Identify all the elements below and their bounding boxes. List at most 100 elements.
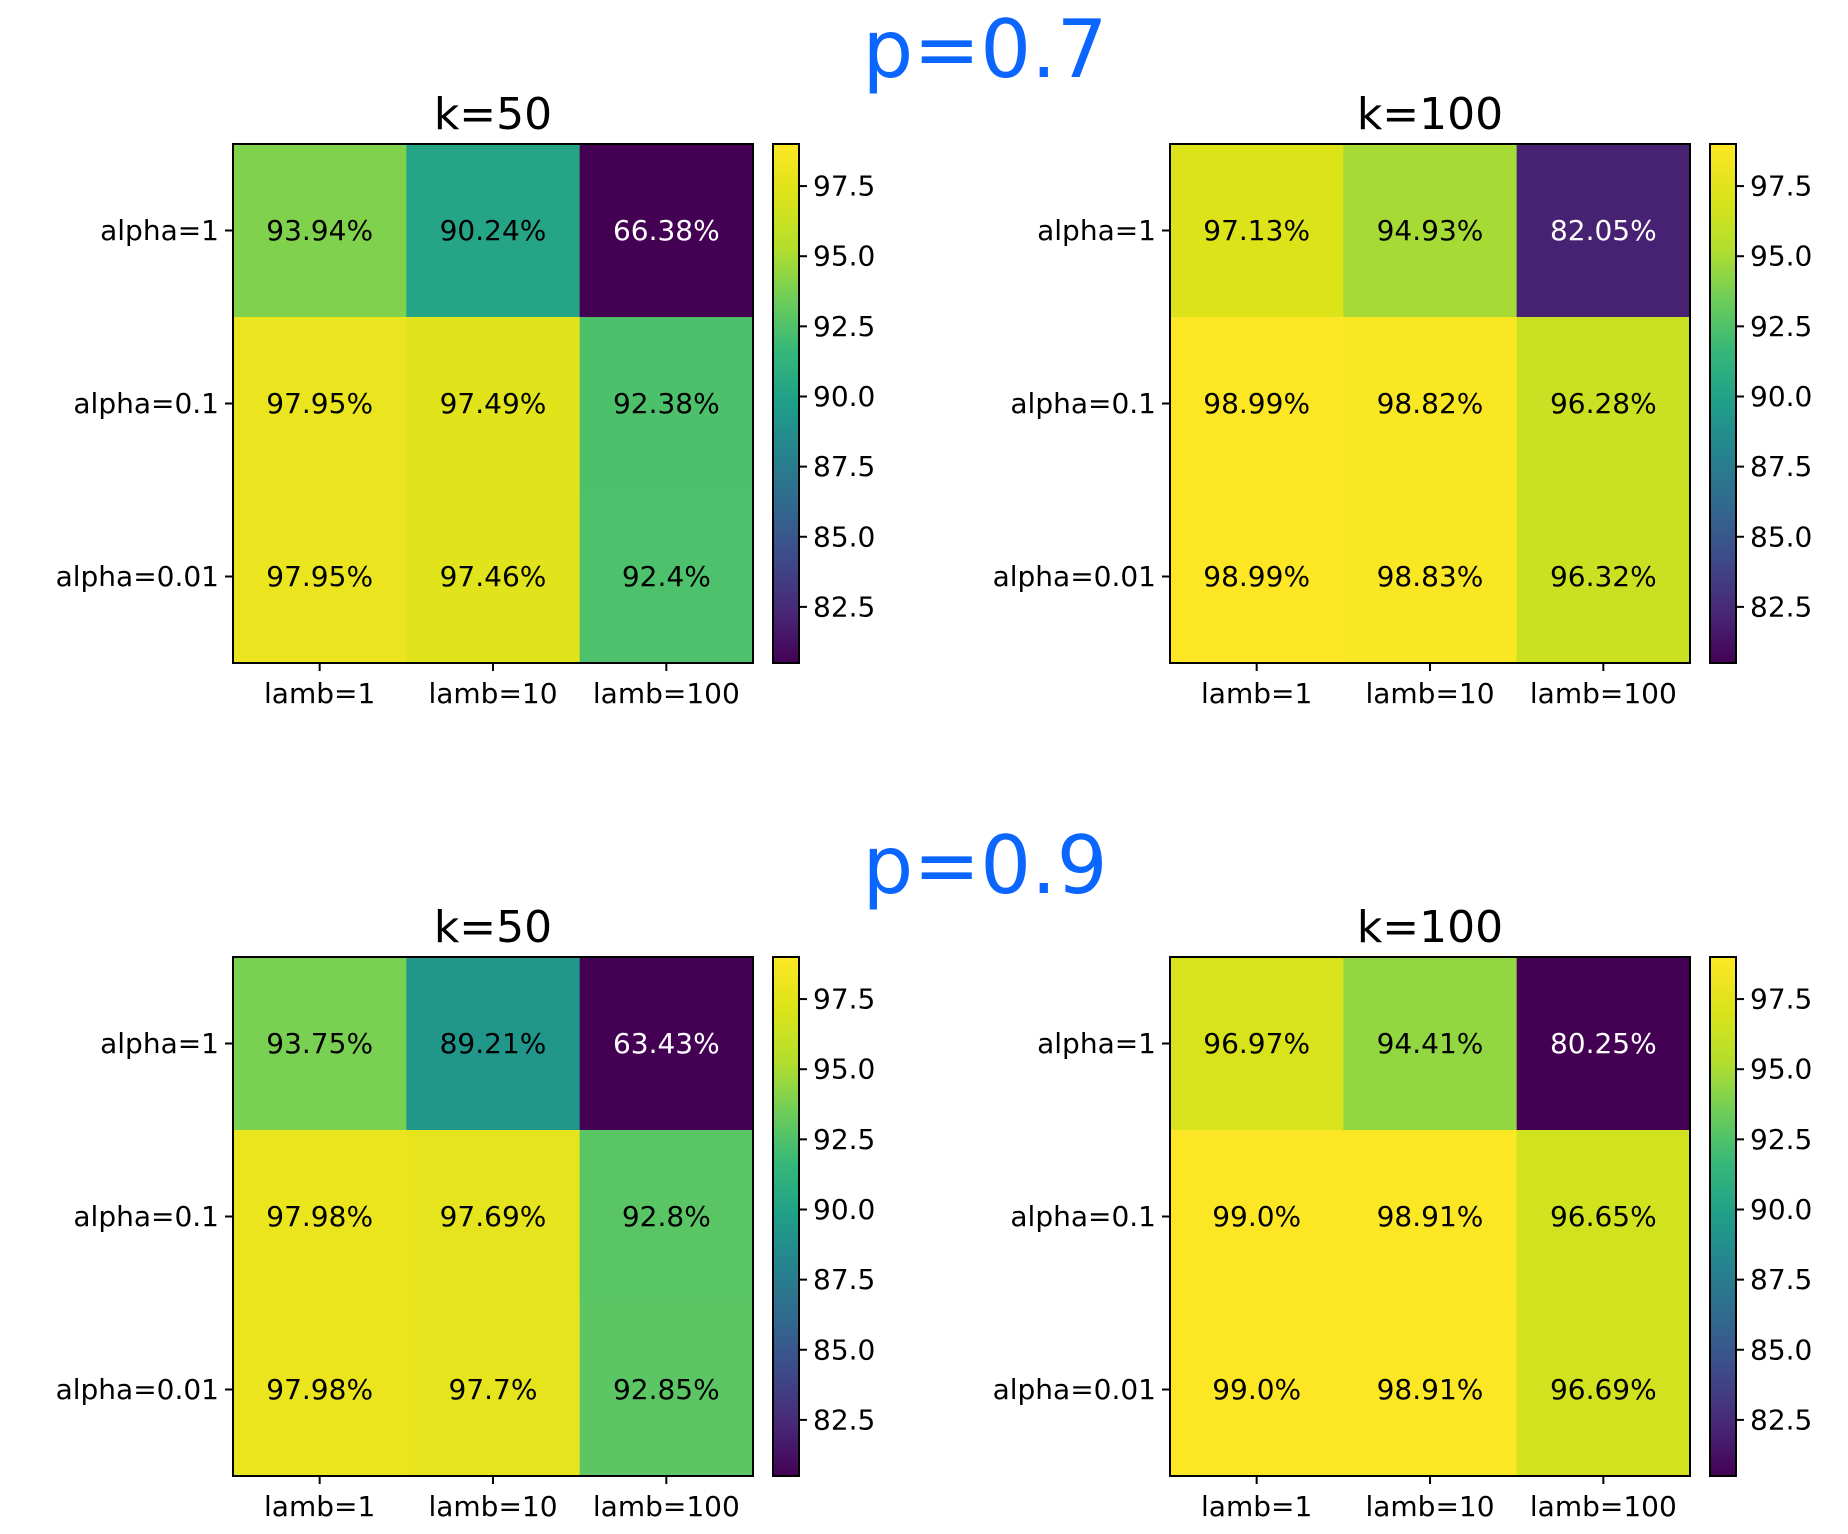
colorbar-tick-label: 90.0	[813, 380, 875, 413]
colorbar-frame	[772, 143, 800, 664]
colorbar-tick-label: 95.0	[1750, 1053, 1812, 1086]
heatmap-cell	[1516, 144, 1691, 318]
colorbar-tick-label: 82.5	[813, 1403, 875, 1436]
y-tick-label: alpha=0.01	[993, 560, 1156, 593]
heatmap-cell	[1170, 144, 1344, 318]
x-tick-label: lamb=10	[428, 1490, 557, 1523]
colorbar-tick-label: 82.5	[1750, 590, 1812, 623]
y-tick-label: alpha=0.1	[1010, 387, 1156, 420]
colorbar-tick-label: 85.0	[1750, 520, 1812, 553]
heatmap-cell	[579, 957, 754, 1131]
cell-value-label: 98.99%	[1203, 387, 1310, 420]
heatmap-cell	[579, 144, 754, 318]
y-tick-label: alpha=0.1	[73, 387, 219, 420]
heatmap-cell	[233, 1303, 407, 1477]
colorbar-tick-label: 87.5	[1750, 450, 1812, 483]
heatmap-cell	[1516, 1303, 1691, 1477]
cell-value-label: 99.0%	[1212, 1373, 1301, 1406]
cell-value-label: 96.28%	[1550, 387, 1657, 420]
colorbar-frame	[1709, 143, 1737, 664]
colorbar-tick-label: 85.0	[813, 520, 875, 553]
heatmap-cell	[233, 317, 407, 491]
cell-value-label: 97.98%	[266, 1200, 373, 1233]
cell-value-label: 89.21%	[440, 1027, 547, 1060]
colorbar-tick-label: 97.5	[813, 170, 875, 203]
heatmap-cell	[579, 490, 754, 664]
heatmap-cell	[1516, 317, 1691, 491]
heatmap-cell	[1343, 1130, 1518, 1304]
colorbar-tick-label: 87.5	[813, 450, 875, 483]
cell-value-label: 82.05%	[1550, 214, 1657, 247]
x-tick-label: lamb=10	[428, 677, 557, 710]
colorbar-tick-label: 97.5	[1750, 983, 1812, 1016]
colorbar-tick-label: 92.5	[1750, 1123, 1812, 1156]
heatmap-cell	[233, 144, 407, 318]
heatmap-cell	[233, 957, 407, 1131]
colorbar-frame	[772, 956, 800, 1477]
cell-value-label: 97.98%	[266, 1373, 373, 1406]
heatmap-cell	[1170, 490, 1344, 664]
y-tick-label: alpha=1	[100, 1027, 219, 1060]
cell-value-label: 99.0%	[1212, 1200, 1301, 1233]
cell-value-label: 97.13%	[1203, 214, 1310, 247]
cell-value-label: 92.4%	[622, 560, 711, 593]
panel-title: k=100	[1357, 89, 1503, 140]
heatmap-cell	[406, 144, 581, 318]
cell-value-label: 98.91%	[1377, 1373, 1484, 1406]
colorbar-tick-label: 82.5	[813, 590, 875, 623]
panel-title: k=50	[434, 89, 552, 140]
heatmap-cell	[1170, 957, 1344, 1131]
colorbar-tick-label: 85.0	[1750, 1333, 1812, 1366]
y-tick-label: alpha=1	[100, 214, 219, 247]
colorbar-tick-label: 97.5	[813, 983, 875, 1016]
cell-value-label: 92.8%	[622, 1200, 711, 1233]
heatmap-cell	[579, 1303, 754, 1477]
colorbar-tick-label: 95.0	[813, 1053, 875, 1086]
heatmap-cell	[1516, 490, 1691, 664]
heatmap-cell	[233, 490, 407, 664]
colorbar-tick-label: 85.0	[813, 1333, 875, 1366]
heatmap-cell	[1170, 317, 1344, 491]
cell-value-label: 92.85%	[613, 1373, 720, 1406]
colorbar	[1710, 144, 1736, 663]
colorbar-tick-label: 82.5	[1750, 1403, 1812, 1436]
cell-value-label: 94.41%	[1377, 1027, 1484, 1060]
x-tick-label: lamb=1	[264, 1490, 375, 1523]
colorbar-tick-label: 92.5	[813, 310, 875, 343]
x-tick-label: lamb=100	[593, 1490, 740, 1523]
heatmap-cell	[1343, 490, 1518, 664]
colorbar-tick-label: 87.5	[1750, 1263, 1812, 1296]
heatmap-cell	[1170, 1303, 1344, 1477]
heatmap-cell	[1343, 317, 1518, 491]
colorbar	[773, 144, 799, 663]
heatmap-panel: k=50 93.94% 90.24% 66.38% 97.95% 97.49% 92.38%…	[56, 89, 876, 710]
x-tick-label: lamb=1	[264, 677, 375, 710]
heatmap-cell	[1516, 1130, 1691, 1304]
x-tick-label: lamb=1	[1201, 677, 1312, 710]
heatmap-panel: k=50 93.75% 89.21% 63.43% 97.98% 97.69% 92.8% 9…	[56, 902, 876, 1523]
colorbar-tick-label: 95.0	[813, 240, 875, 273]
y-tick-label: alpha=0.01	[56, 1373, 219, 1406]
heatmap-cell	[1343, 144, 1518, 318]
cell-value-label: 96.69%	[1550, 1373, 1657, 1406]
cell-value-label: 98.99%	[1203, 560, 1310, 593]
y-tick-label: alpha=1	[1037, 214, 1156, 247]
cell-value-label: 93.94%	[266, 214, 373, 247]
heatmap-panels: k=50 93.94% 90.24% 66.38% 97.95% 97.49% 92.38%…	[56, 89, 1813, 1523]
x-tick-label: lamb=10	[1365, 1490, 1494, 1523]
colorbar-tick-label: 90.0	[1750, 1193, 1812, 1226]
colorbar-tick-label: 87.5	[813, 1263, 875, 1296]
cell-value-label: 97.95%	[266, 387, 373, 420]
panel-title: k=50	[434, 902, 552, 953]
heatmap-cell	[1343, 1303, 1518, 1477]
heatmap-cell	[579, 317, 754, 491]
x-tick-label: lamb=1	[1201, 1490, 1312, 1523]
colorbar-tick-label: 95.0	[1750, 240, 1812, 273]
heatmap-cell	[1516, 957, 1691, 1131]
x-tick-label: lamb=10	[1365, 677, 1494, 710]
cell-value-label: 97.49%	[440, 387, 547, 420]
heatmap-cell	[406, 1130, 581, 1304]
cell-value-label: 97.69%	[440, 1200, 547, 1233]
x-tick-label: lamb=100	[1530, 1490, 1677, 1523]
